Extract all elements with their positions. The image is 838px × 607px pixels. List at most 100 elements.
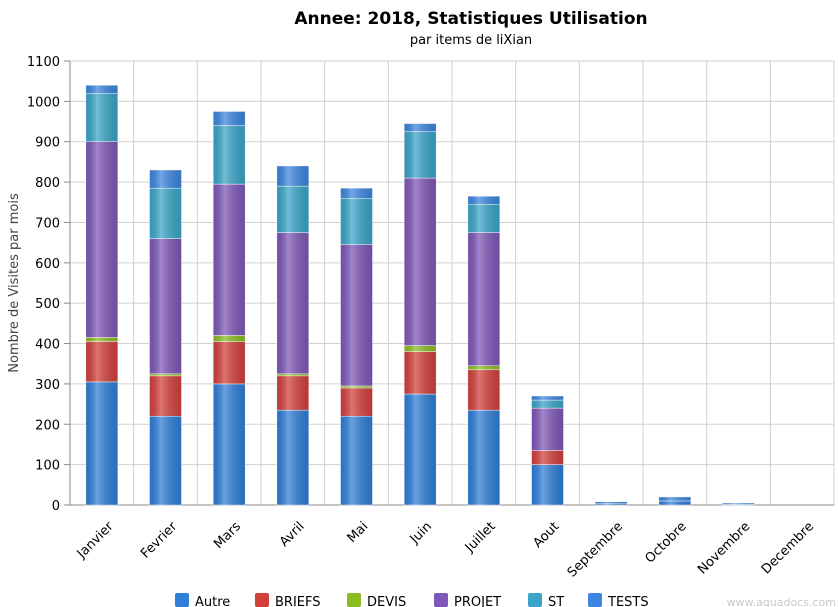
bar-segment-shade: [276, 232, 309, 374]
x-tick-label: Mars: [211, 519, 244, 552]
bar-segment-shade: [340, 385, 373, 388]
bar-segment-shade: [213, 335, 246, 342]
x-tick-label: Octobre: [642, 519, 689, 566]
legend-label: ST: [548, 595, 564, 607]
bar-segment-shade: [213, 111, 246, 126]
y-tick-label: 500: [35, 297, 60, 312]
bar-segment-shade: [467, 365, 500, 370]
bar-segment-shade: [276, 375, 309, 411]
legend-item-autre[interactable]: Autre: [175, 593, 230, 607]
bar-segment-shade: [404, 351, 437, 394]
x-tick-label: Novembre: [695, 519, 753, 577]
bar-segment-shade: [149, 169, 182, 189]
legend-swatch: [434, 593, 448, 607]
y-tick-label: 1100: [27, 55, 60, 70]
y-tick-label: 1000: [27, 95, 60, 110]
bar-segment-shade: [531, 450, 564, 465]
bar-segment-shade: [85, 93, 118, 142]
bar-segment-shade: [404, 123, 437, 132]
x-axis: Janvier Fevrier Mars Avril Mai Juin Juillet Aou…: [74, 519, 817, 581]
x-tick-label: Septembre: [565, 519, 626, 580]
bar-segment-shade: [595, 503, 628, 505]
bar-segment-shade: [467, 410, 500, 505]
bar-segment-shade: [85, 337, 118, 342]
bar-segment-shade: [531, 408, 564, 451]
bar-segment-shade: [595, 501, 628, 504]
bar-segment-shade: [85, 341, 118, 382]
bar-segment-shade: [85, 141, 118, 338]
bar-segment-shade: [467, 232, 500, 366]
bar-segment-shade: [149, 375, 182, 417]
bar-segment-shade: [467, 196, 500, 205]
y-tick-label: 900: [35, 136, 60, 151]
y-tick-label: 100: [35, 459, 60, 474]
legend-item-projet[interactable]: PROJET: [434, 593, 501, 607]
bar-segment-shade: [276, 186, 309, 233]
y-axis-label: Nombre de Visites par mois: [7, 193, 22, 373]
bar-segment-shade: [213, 383, 246, 505]
legend-item-devis[interactable]: DEVIS: [347, 593, 406, 607]
bar-segment-shade: [276, 373, 309, 376]
x-tick-label: Fevrier: [138, 519, 181, 562]
legend-label: PROJET: [454, 595, 501, 607]
y-tick-label: 800: [35, 176, 60, 191]
legend[interactable]: Autre BRIEFS DEVIS PROJET ST TESTS: [175, 593, 649, 607]
x-tick-label: Janvier: [74, 519, 117, 562]
bar-segment-shade: [276, 165, 309, 187]
y-tick-label: 700: [35, 216, 60, 231]
chart-subtitle: par items de liXian: [410, 33, 532, 48]
bar-segment-shade: [531, 464, 564, 505]
bar-segment-shade: [340, 416, 373, 505]
y-axis: 0 100 200 300 400 500 600 700 800 900 1000 1100: [27, 55, 834, 514]
bar-segment-shade: [340, 188, 373, 199]
x-tick-label: Juin: [407, 519, 435, 547]
x-tick-label: Aout: [531, 519, 563, 551]
legend-item-tests[interactable]: TESTS: [588, 593, 649, 607]
bar-segment-shade: [467, 204, 500, 233]
bar-segment-shade: [404, 131, 437, 179]
bar-segment-shade: [213, 341, 246, 384]
bar-segment-shade: [404, 345, 437, 352]
y-tick-label: 200: [35, 418, 60, 433]
bar-segment-shade: [85, 85, 118, 94]
x-tick-label: Mai: [345, 519, 372, 546]
legend-label: Autre: [195, 595, 230, 607]
watermark: www.aquadocs.com: [727, 596, 836, 607]
bar-segment-shade: [722, 504, 755, 505]
x-tick-label: Decembre: [759, 519, 817, 577]
legend-label: DEVIS: [367, 595, 406, 607]
legend-swatch: [255, 593, 269, 607]
bar-segment-shade: [340, 198, 373, 245]
bar-segment-shade: [658, 496, 691, 501]
y-tick-label: 600: [35, 257, 60, 272]
bar-segment-shade: [276, 410, 309, 505]
bar-segment-shade: [722, 502, 755, 505]
bar-segment-shade: [467, 369, 500, 411]
y-tick-label: 400: [35, 338, 60, 353]
bar-segment-shade: [404, 178, 437, 346]
legend-swatch: [175, 593, 189, 607]
chart-title: Annee: 2018, Statistiques Utilisation: [294, 9, 647, 29]
bar-segment-shade: [531, 396, 564, 401]
x-tick-label: Juillet: [462, 519, 499, 556]
bar-segment-shade: [85, 381, 118, 505]
bar-segment-shade: [149, 373, 182, 376]
legend-label: BRIEFS: [275, 595, 321, 607]
bar-segment-shade: [149, 188, 182, 239]
bars: [85, 84, 755, 506]
bar-segment-shade: [404, 394, 437, 505]
bar-segment-shade: [149, 416, 182, 505]
x-tick-label: Avril: [277, 519, 308, 550]
legend-swatch: [588, 593, 602, 607]
legend-label: TESTS: [607, 595, 649, 607]
y-tick-label: 0: [52, 499, 60, 514]
bar-segment-shade: [531, 400, 564, 409]
bar-segment-shade: [213, 125, 246, 185]
legend-item-st[interactable]: ST: [528, 593, 564, 607]
bar-segment-shade: [149, 238, 182, 374]
legend-item-briefs[interactable]: BRIEFS: [255, 593, 321, 607]
grid: [69, 60, 835, 506]
bar-segment-shade: [340, 387, 373, 417]
legend-swatch: [347, 593, 361, 607]
